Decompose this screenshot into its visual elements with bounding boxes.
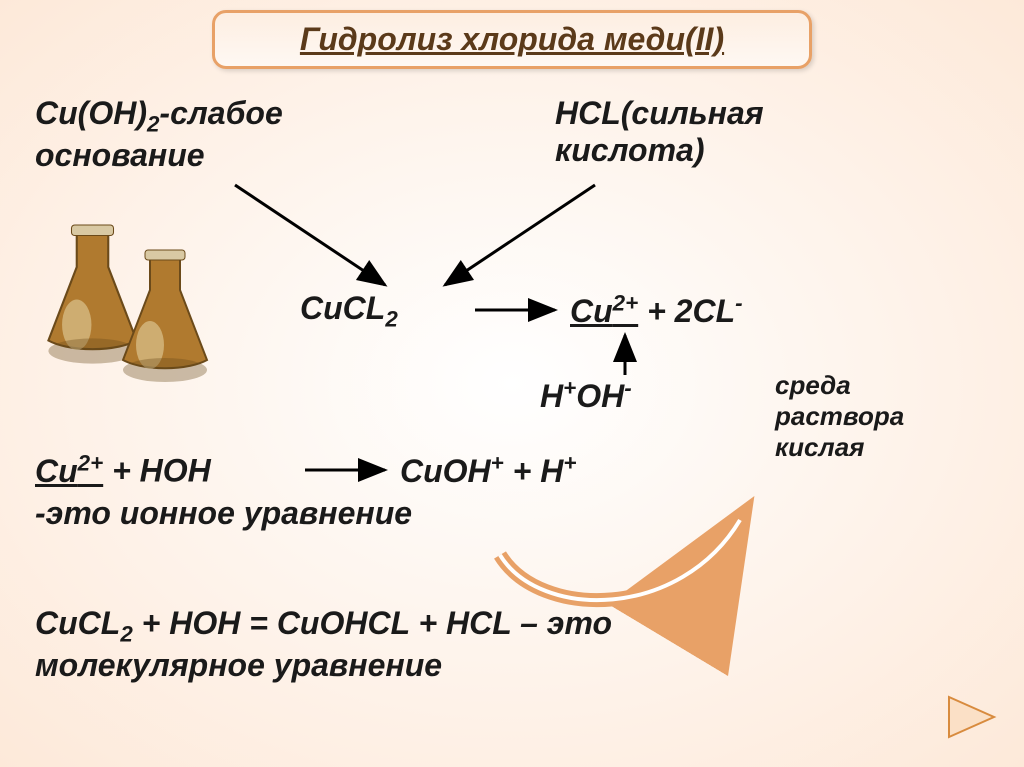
environment-note: среда раствора кислая — [775, 370, 904, 463]
dissociation-eq: CuCL2 — [300, 290, 398, 332]
dissociation-products: Cu2+ + 2CL- — [570, 290, 743, 330]
ionic-note: -это ионное уравнение — [35, 495, 412, 532]
curve-arrow-highlight — [500, 520, 740, 600]
chevron-right-icon — [944, 692, 999, 742]
ionic-products: CuOH+ + H+ — [400, 450, 576, 490]
molecular-equation: CuCL2 + HOH = CuOHCL + HCL – это молекул… — [35, 605, 612, 684]
slide: Гидролиз хлорида меди(II) Cu(OH)2-слабое… — [0, 0, 1024, 767]
water-ions: H+OH- — [540, 375, 632, 415]
next-slide-button[interactable] — [944, 692, 999, 747]
ionic-equation: Cu2+ + HOH — [35, 450, 211, 490]
arrow-acid-to-salt — [445, 185, 595, 285]
arrow-base-to-salt — [235, 185, 385, 285]
